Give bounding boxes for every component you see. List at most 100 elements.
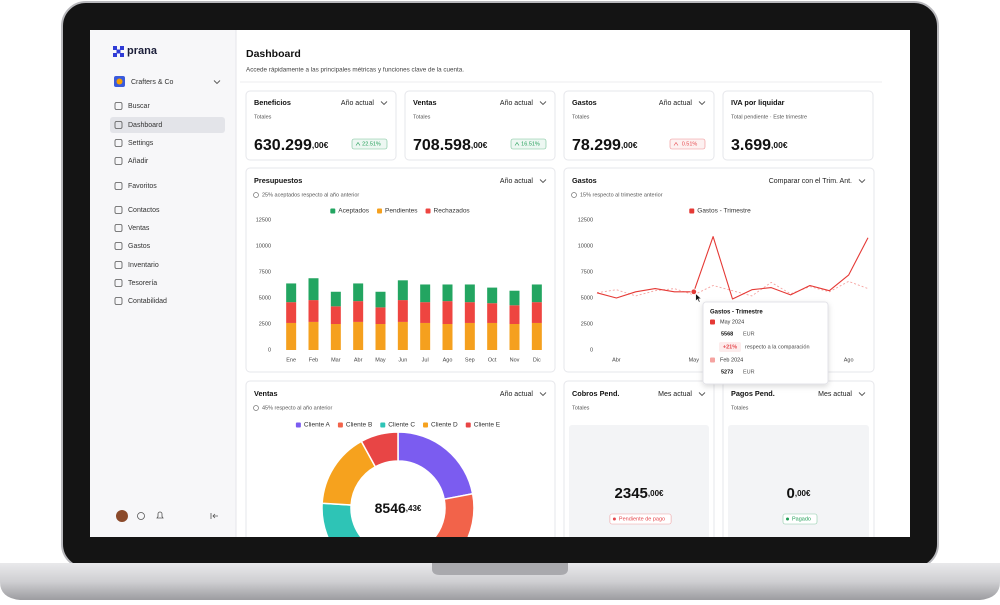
card-period[interactable]: Año actual [500,178,534,185]
bar-segment [509,305,520,324]
page-title: Dashboard [246,48,301,60]
card [245,167,556,373]
chevron [213,80,221,85]
kpi-change: 0.51% [682,141,698,147]
kpi-period[interactable]: Año actual [659,100,693,107]
bar-segment [464,322,475,350]
nav-item[interactable]: Favoritos [128,183,157,190]
bar-segment [375,324,386,350]
status-dot [612,517,616,521]
pending-amount-decimals: ,00€ [648,489,664,498]
nav-icon [114,279,123,287]
card-note: Totales [572,405,590,411]
legend-swatch [377,208,383,214]
legend-label: Pendientes [385,208,418,215]
legend-label: Rechazados [434,208,471,215]
chart-note: 15% respecto al trimestre anterior [580,192,663,198]
kpi-badge-icon [673,141,679,146]
pending-amount-integer: 0 [787,485,795,502]
legend-label: Cliente C [388,422,415,429]
nav-item[interactable]: Gastos [128,243,151,250]
y-tick-label: 12500 [578,217,593,223]
kpi-amount-decimals: ,00€ [312,140,329,150]
kpi-change: 22.51% [362,141,381,147]
card-title: Cobros Pend. [572,389,619,398]
bar-segment [531,284,542,303]
kpi-note: Totales [572,114,590,120]
org-name[interactable]: Crafters & Co [131,79,174,86]
kpi-period[interactable]: Año actual [500,100,534,107]
x-tick-label: Oct [488,357,497,363]
bar-segment [308,300,319,322]
card-title: Gastos [572,176,597,185]
tooltip-unit: EUR [743,331,755,337]
kpi-amount-decimals: ,00€ [771,140,788,150]
status-label: Pagado [792,516,811,522]
chevron [539,392,547,397]
card-title: Presupuestos [254,176,302,185]
card-period[interactable]: Mes actual [658,391,692,398]
bar-segment [442,284,453,302]
bar-segment [420,322,431,350]
bar-segment [397,280,408,301]
nav-icon [114,102,123,110]
nav-icon [114,139,123,147]
chevron [539,179,547,184]
kpi-badge [669,138,706,150]
donut-segment [360,431,399,468]
x-tick-label: May [689,357,700,363]
legend-swatch [465,422,471,428]
bar-segment [397,300,408,322]
bar-segment [353,283,364,302]
nav-item[interactable]: Inventario [128,262,159,269]
nav-item[interactable]: Tesorería [128,280,157,287]
collapse-icon [210,513,218,519]
kpi-change: 16.51% [521,141,540,147]
bar-segment [330,306,341,324]
nav-item[interactable]: Settings [128,140,154,147]
y-tick-label: 10000 [256,243,271,249]
nav-item[interactable]: Dashboard [128,122,162,129]
nav-icon [114,224,123,232]
chevron [539,101,547,106]
chevron [858,392,866,397]
kpi-badge [351,138,388,150]
card-panel [569,425,709,537]
chart-note: 45% respecto al año anterior [262,405,332,411]
kpi-badge [510,138,547,150]
status-badge [609,513,672,525]
nav-item[interactable]: Contactos [128,207,160,214]
donut-center: 8546,43€ [375,500,422,516]
pending-amount-decimals: ,00€ [795,489,811,498]
cursor [695,293,702,303]
legend-label: Aceptados [338,208,369,215]
nav-item[interactable]: Añadir [128,158,149,165]
series-line [596,236,869,300]
donut-segment [403,492,475,537]
tooltip-swatch [710,357,715,363]
status-badge [782,513,818,525]
card-period[interactable]: Mes actual [818,391,852,398]
x-tick-label: Ene [286,357,296,363]
y-tick-label: 5000 [581,295,593,301]
card [722,90,874,161]
nav-item[interactable]: Ventas [128,225,150,232]
bar-segment [353,301,364,322]
kpi-amount: 630.299,00€ [254,137,329,154]
card-period[interactable]: Año actual [500,391,534,398]
kpi-badge-icon [355,141,361,146]
kpi-amount: 78.299,00€ [572,137,638,154]
kpi-period[interactable]: Año actual [341,100,375,107]
status-label: Pendiente de pago [619,516,665,522]
legend-swatch [425,208,431,214]
nav-item[interactable]: Contabilidad [128,298,167,305]
nav-item[interactable]: Buscar [128,103,150,110]
card-period[interactable]: Comparar con el Trim. Ant. [769,178,852,185]
screen-content: prana Crafters & Co Buscar Dashboard Setting… [90,30,882,537]
bar-segment [330,291,341,307]
tooltip-value: 5273 [721,369,733,375]
info-icon [253,192,259,198]
tooltip-change-badge [719,342,741,352]
info-icon [253,405,259,411]
